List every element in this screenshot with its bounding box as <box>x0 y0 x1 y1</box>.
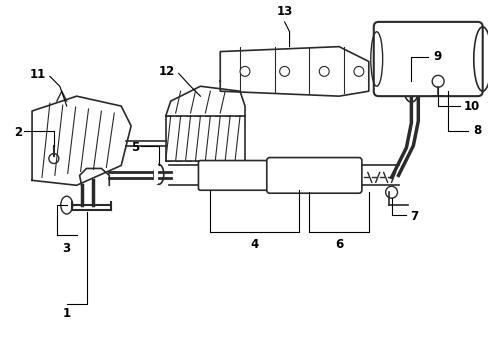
Text: 9: 9 <box>433 50 441 63</box>
Circle shape <box>240 67 250 76</box>
Text: 5: 5 <box>131 141 139 154</box>
Text: 11: 11 <box>30 68 46 81</box>
Text: 8: 8 <box>473 124 481 137</box>
Text: 7: 7 <box>411 211 418 224</box>
Circle shape <box>280 67 290 76</box>
Text: 12: 12 <box>158 65 174 78</box>
Text: 10: 10 <box>464 100 480 113</box>
FancyBboxPatch shape <box>374 22 483 96</box>
FancyBboxPatch shape <box>198 161 331 190</box>
Text: 6: 6 <box>335 238 343 251</box>
Text: 2: 2 <box>14 126 22 139</box>
Text: 13: 13 <box>276 5 293 18</box>
FancyBboxPatch shape <box>267 158 362 193</box>
Circle shape <box>49 154 59 163</box>
Circle shape <box>386 186 397 198</box>
Circle shape <box>354 67 364 76</box>
Text: 4: 4 <box>251 238 259 251</box>
Circle shape <box>432 75 444 87</box>
Circle shape <box>319 67 329 76</box>
Text: 3: 3 <box>63 242 71 255</box>
Text: 1: 1 <box>63 307 71 320</box>
